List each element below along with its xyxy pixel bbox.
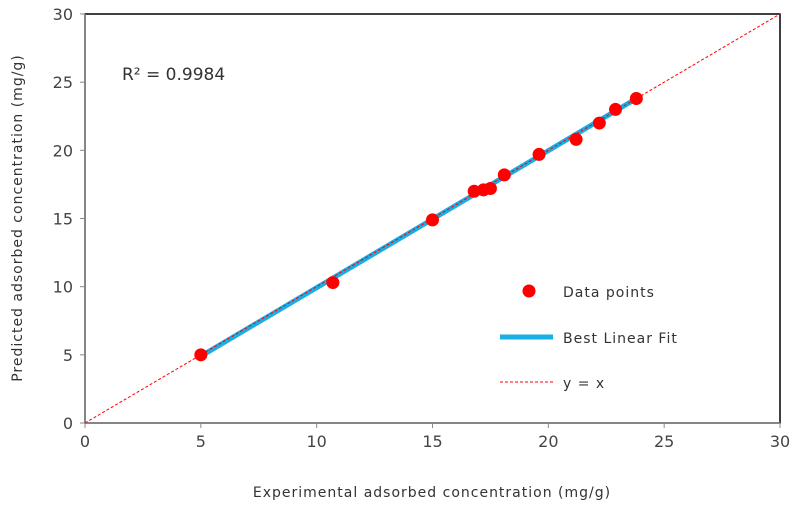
data-point (592, 116, 606, 130)
y-tick-label: 30 (53, 5, 73, 24)
legend-marker-data-points (522, 284, 536, 298)
x-tick-label: 5 (196, 432, 206, 451)
y-tick-label: 15 (53, 210, 73, 229)
data-point (532, 147, 546, 161)
y-tick-label: 0 (63, 414, 73, 433)
data-point (483, 182, 497, 196)
data-point (326, 276, 340, 290)
y-tick-label: 25 (53, 73, 73, 92)
x-tick-label: 0 (80, 432, 90, 451)
data-point (569, 132, 583, 146)
legend-label-yx: y = x (563, 376, 605, 392)
x-tick-label: 10 (306, 432, 326, 451)
y-axis-label: Predicted adsorbed concentration (mg/g) (10, 54, 26, 382)
y-tick-label: 20 (53, 141, 73, 160)
data-point (629, 92, 643, 106)
x-tick-label: 30 (770, 432, 790, 451)
x-tick-label: 15 (422, 432, 442, 451)
data-point (426, 213, 439, 227)
y-tick-label: 10 (53, 278, 73, 297)
y-equals-x-line (84, 13, 781, 424)
data-point (194, 348, 208, 362)
x-axis-label: Experimental adsorbed concentration (mg/… (253, 485, 611, 501)
y-tick-label: 5 (63, 346, 73, 365)
legend: Data points Best Linear Fit y = x (500, 284, 678, 392)
legend-label-data-points: Data points (563, 285, 655, 301)
r-squared-annotation: R² = 0.9984 (122, 65, 225, 85)
x-tick-label: 20 (538, 432, 558, 451)
legend-label-fit: Best Linear Fit (563, 331, 678, 347)
x-tick-label: 25 (654, 432, 674, 451)
